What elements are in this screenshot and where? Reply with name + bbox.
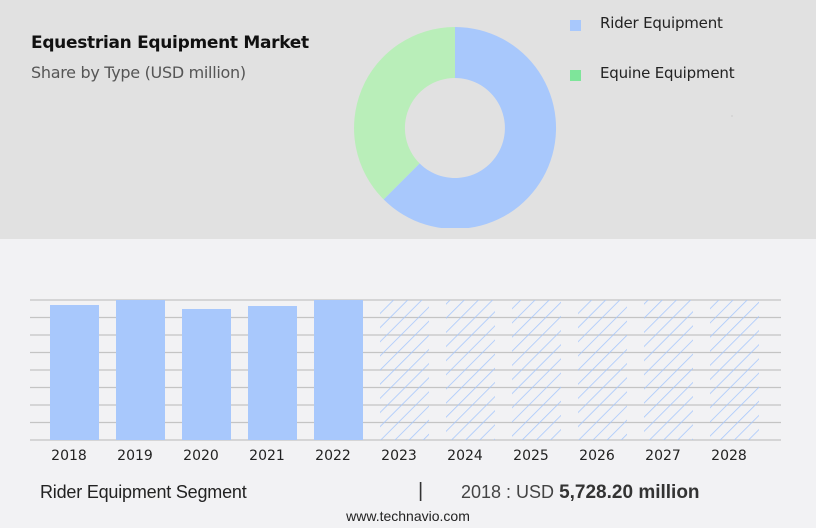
bar-2018 [50,305,99,440]
legend-swatch-equine-icon [570,70,581,81]
x-label: 2027 [645,448,681,464]
value-amount: 5,728.20 million [559,482,700,503]
bar-2025 [512,300,561,440]
donut-slice-equine [354,27,455,200]
value-prefix: 2018 : USD [461,482,555,502]
x-axis-labels: 2018 2019 2020 2021 2022 2023 2024 2025 … [51,448,747,464]
x-label: 2023 [381,448,417,464]
top-panel: Equestrian Equipment Market Share by Typ… [0,0,816,239]
legend-swatch-rider-icon [570,20,581,31]
segment-value: 2018 : USD 5,728.20 million [461,482,700,504]
bar-2024 [446,300,495,440]
segment-label: Rider Equipment Segment [40,482,247,502]
forecast-bars [380,300,759,440]
bar-2027 [644,300,693,440]
x-label: 2024 [447,448,483,464]
x-label: 2022 [315,448,351,464]
x-label: 2021 [249,448,285,464]
bar-2026 [578,300,627,440]
x-label: 2019 [117,448,153,464]
donut-slice-rider [383,26,557,229]
bar-2021 [248,306,297,440]
x-label: 2020 [183,448,219,464]
x-label: 2028 [711,448,747,464]
footer-separator: | [418,480,424,502]
x-label: 2025 [513,448,549,464]
bar-2020 [182,309,231,440]
donut-chart [340,26,733,239]
x-label: 2026 [579,448,615,464]
bar-2022 [314,300,363,440]
chart-subtitle: Share by Type (USD million) [31,63,246,82]
legend-label: Rider Equipment [600,14,723,32]
source-link[interactable]: www.technavio.com [346,508,470,524]
chart-title: Equestrian Equipment Market [31,33,309,53]
bar-2028 [710,300,759,440]
historical-bars [50,300,363,440]
x-label: 2018 [51,448,87,464]
bar-2019 [116,300,165,440]
bar-2023 [380,300,429,440]
legend-label: Equine Equipment [600,64,735,82]
bar-chart: 2018 2019 2020 2021 2022 2023 2024 2025 … [30,299,781,464]
